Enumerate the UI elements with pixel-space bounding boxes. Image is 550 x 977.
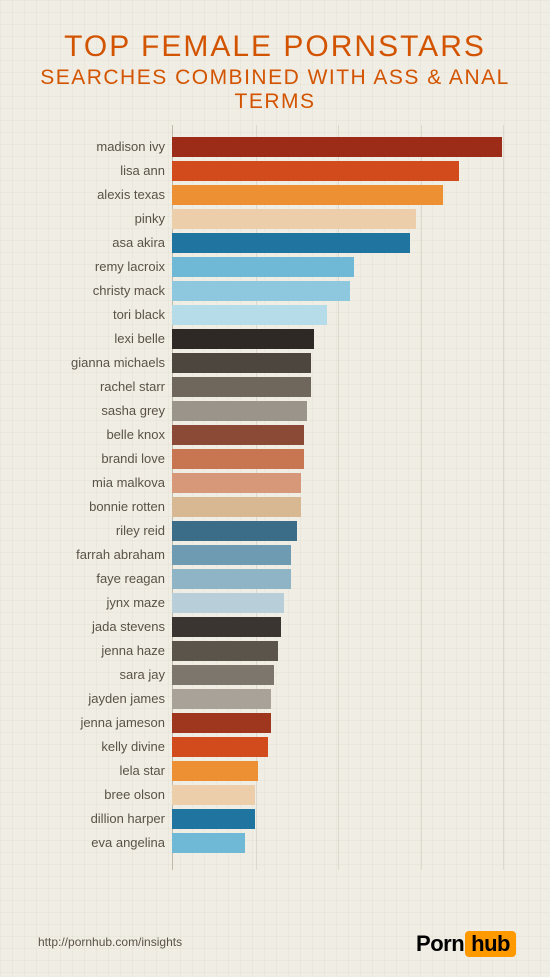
bar-label: asa akira [0, 231, 165, 255]
bar-row: lisa ann [80, 159, 510, 183]
bar [172, 785, 255, 805]
bar-row: lela star [80, 759, 510, 783]
bar-label: bree olson [0, 783, 165, 807]
bar [172, 521, 297, 541]
bar-row: farrah abraham [80, 543, 510, 567]
bar-row: eva angelina [80, 831, 510, 855]
bar [172, 497, 301, 517]
bar-row: brandi love [80, 447, 510, 471]
bar-chart: madison ivylisa annalexis texaspinkyasa … [80, 125, 510, 885]
bar-label: rachel starr [0, 375, 165, 399]
bar-label: belle knox [0, 423, 165, 447]
bar-label: lisa ann [0, 159, 165, 183]
bar-row: mia malkova [80, 471, 510, 495]
bar-row: jynx maze [80, 591, 510, 615]
bar-row: kelly divine [80, 735, 510, 759]
bar [172, 161, 459, 181]
bar [172, 617, 281, 637]
bar [172, 209, 416, 229]
bar-label: mia malkova [0, 471, 165, 495]
bar-label: faye reagan [0, 567, 165, 591]
bar [172, 305, 327, 325]
bar-row: jayden james [80, 687, 510, 711]
bar [172, 257, 354, 277]
bar [172, 833, 245, 853]
bar-label: lela star [0, 759, 165, 783]
bar [172, 233, 410, 253]
bar-row: bree olson [80, 783, 510, 807]
bar-row: remy lacroix [80, 255, 510, 279]
bar [172, 689, 271, 709]
bar-row: riley reid [80, 519, 510, 543]
bar-label: jynx maze [0, 591, 165, 615]
bar-row: sasha grey [80, 399, 510, 423]
bar-row: christy mack [80, 279, 510, 303]
bar [172, 641, 278, 661]
bar-label: brandi love [0, 447, 165, 471]
title-line-2: SEARCHES COMBINED WITH ASS & ANAL TERMS [10, 66, 540, 114]
bar-label: jada stevens [0, 615, 165, 639]
bar-row: belle knox [80, 423, 510, 447]
bar-label: madison ivy [0, 135, 165, 159]
bar-row: tori black [80, 303, 510, 327]
bar [172, 737, 268, 757]
bar [172, 473, 301, 493]
bar [172, 809, 255, 829]
bar-row: madison ivy [80, 135, 510, 159]
bar-label: farrah abraham [0, 543, 165, 567]
bar-label: sara jay [0, 663, 165, 687]
pornhub-logo: Pornhub [416, 931, 516, 957]
bar-row: pinky [80, 207, 510, 231]
bar-row: dillion harper [80, 807, 510, 831]
bar [172, 137, 502, 157]
bar [172, 281, 350, 301]
bar-label: sasha grey [0, 399, 165, 423]
bar [172, 665, 274, 685]
logo-text-left: Porn [416, 931, 464, 956]
bar-row: asa akira [80, 231, 510, 255]
bar-label: jayden james [0, 687, 165, 711]
bar-row: alexis texas [80, 183, 510, 207]
source-url: http://pornhub.com/insights [38, 935, 182, 949]
bar-row: jenna jameson [80, 711, 510, 735]
bar [172, 593, 284, 613]
bar-row: rachel starr [80, 375, 510, 399]
bar-row: sara jay [80, 663, 510, 687]
bar-label: lexi belle [0, 327, 165, 351]
bar-row: gianna michaels [80, 351, 510, 375]
bar-row: jenna haze [80, 639, 510, 663]
bar-label: jenna haze [0, 639, 165, 663]
bar-label: bonnie rotten [0, 495, 165, 519]
bar [172, 401, 307, 421]
bar [172, 353, 311, 373]
bar-row: jada stevens [80, 615, 510, 639]
bar [172, 329, 314, 349]
bar-label: kelly divine [0, 735, 165, 759]
bar-label: dillion harper [0, 807, 165, 831]
bar-label: tori black [0, 303, 165, 327]
bar [172, 569, 291, 589]
title-line-1: TOP FEMALE PORNSTARS [10, 30, 540, 64]
bar-row: faye reagan [80, 567, 510, 591]
bar [172, 425, 304, 445]
bar-label: riley reid [0, 519, 165, 543]
bar-label: gianna michaels [0, 351, 165, 375]
bar [172, 377, 311, 397]
bar [172, 185, 443, 205]
bar-label: pinky [0, 207, 165, 231]
bar [172, 761, 258, 781]
bar-label: alexis texas [0, 183, 165, 207]
bar [172, 713, 271, 733]
bar-label: eva angelina [0, 831, 165, 855]
bar-row: bonnie rotten [80, 495, 510, 519]
chart-title: TOP FEMALE PORNSTARS SEARCHES COMBINED W… [0, 0, 550, 122]
bar-label: christy mack [0, 279, 165, 303]
bar-label: jenna jameson [0, 711, 165, 735]
bar [172, 545, 291, 565]
bar-label: remy lacroix [0, 255, 165, 279]
bar-row: lexi belle [80, 327, 510, 351]
bar [172, 449, 304, 469]
logo-text-right: hub [465, 931, 516, 957]
